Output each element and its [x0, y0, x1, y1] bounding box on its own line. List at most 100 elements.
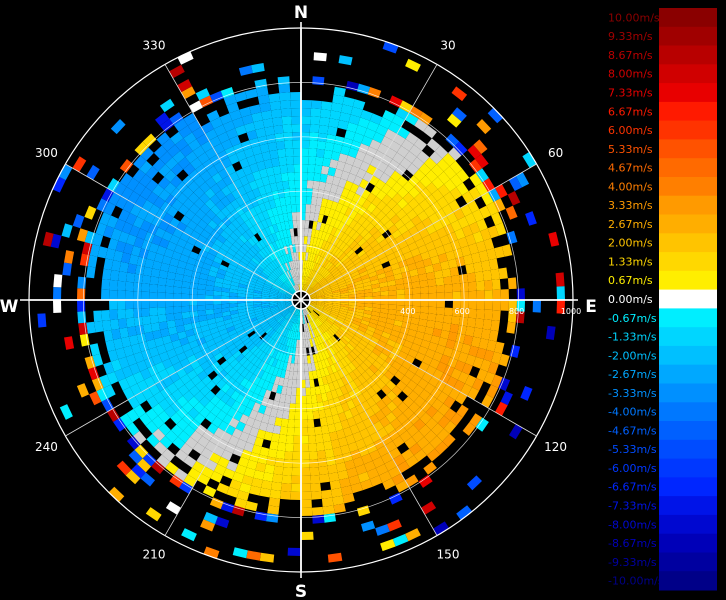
- velocity-cell: [235, 215, 245, 226]
- velocity-cell: [153, 145, 168, 159]
- velocity-cell: [361, 520, 376, 532]
- cardinal-label-north: N: [294, 3, 308, 23]
- velocity-cell: [237, 296, 246, 300]
- velocity-cell: [239, 212, 249, 223]
- velocity-cell: [223, 275, 233, 282]
- velocity-cell: [118, 231, 130, 244]
- velocity-cell: [62, 262, 72, 276]
- velocity-cell: [287, 304, 295, 310]
- velocity-cell: [190, 360, 201, 370]
- velocity-cell: [321, 258, 328, 267]
- velocity-cell: [396, 289, 405, 295]
- velocity-cell: [210, 183, 222, 195]
- velocity-cell: [303, 285, 308, 293]
- velocity-cell: [391, 203, 403, 215]
- legend-label: 4.00m/s: [608, 180, 653, 193]
- velocity-cell: [288, 321, 293, 330]
- velocity-cell: [231, 219, 241, 229]
- velocity-cell: [232, 446, 244, 457]
- velocity-cell: [305, 276, 309, 285]
- velocity-cell: [200, 324, 210, 333]
- velocity-cell: [134, 141, 149, 156]
- legend-label: -2.00m/s: [608, 349, 657, 362]
- velocity-cell: [319, 222, 326, 232]
- velocity-cell: [307, 363, 313, 372]
- velocity-cell: [322, 400, 330, 410]
- velocity-cell: [232, 350, 242, 359]
- velocity-cell: [143, 323, 153, 334]
- velocity-cell: [321, 392, 328, 402]
- velocity-cell: [241, 114, 254, 125]
- velocity-cell: [509, 424, 523, 440]
- velocity-cell: [398, 365, 409, 376]
- velocity-cell: [179, 358, 191, 368]
- velocity-cell: [103, 330, 114, 342]
- velocity-cell: [405, 334, 416, 343]
- velocity-cell: [285, 302, 294, 305]
- velocity-cell: [210, 204, 221, 216]
- velocity-cell: [229, 303, 238, 308]
- velocity-cell: [340, 170, 350, 181]
- velocity-cell: [305, 379, 311, 388]
- velocity-cell: [275, 267, 283, 276]
- velocity-cell: [409, 144, 422, 157]
- velocity-data-layer: [37, 41, 565, 563]
- velocity-cell: [408, 175, 420, 187]
- velocity-cell: [184, 348, 195, 359]
- legend-label: -2.67m/s: [608, 368, 657, 381]
- velocity-cell: [397, 198, 408, 209]
- velocity-cell: [298, 307, 301, 316]
- velocity-cell: [402, 316, 412, 324]
- velocity-cell: [312, 514, 325, 524]
- velocity-cell: [256, 280, 265, 286]
- velocity-cell: [493, 198, 506, 213]
- velocity-cell: [291, 204, 297, 213]
- velocity-cell: [379, 312, 388, 319]
- velocity-cell: [447, 113, 462, 128]
- velocity-cell: [323, 149, 333, 160]
- velocity-cell: [352, 320, 361, 326]
- velocity-cell: [207, 219, 218, 230]
- velocity-cell: [463, 334, 474, 346]
- velocity-cell: [265, 373, 273, 383]
- velocity-cell: [308, 301, 317, 304]
- velocity-cell: [255, 312, 264, 318]
- velocity-cell: [414, 407, 426, 419]
- velocity-cell: [319, 417, 328, 427]
- velocity-cell: [327, 278, 336, 284]
- velocity-cell: [209, 497, 224, 510]
- velocity-cell: [241, 274, 250, 280]
- legend-label: 0.67m/s: [608, 274, 653, 287]
- velocity-cell: [141, 239, 152, 251]
- velocity-cell: [357, 215, 367, 226]
- velocity-cell: [261, 305, 270, 309]
- velocity-cell: [424, 264, 434, 274]
- velocity-cell: [209, 452, 222, 464]
- velocity-cell: [284, 221, 290, 230]
- velocity-cell: [372, 303, 381, 309]
- velocity-cell: [207, 275, 216, 282]
- velocity-cell: [391, 473, 405, 486]
- velocity-cell: [121, 365, 133, 379]
- velocity-cell: [380, 405, 392, 417]
- velocity-cell: [260, 397, 269, 407]
- velocity-cell: [318, 181, 326, 191]
- velocity-cell: [372, 230, 382, 240]
- velocity-cell: [237, 186, 247, 197]
- velocity-cell: [314, 229, 320, 239]
- velocity-cell: [340, 385, 349, 395]
- velocity-cell: [165, 285, 174, 294]
- velocity-cell: [453, 341, 464, 352]
- velocity-cell: [128, 334, 139, 346]
- velocity-cell: [263, 345, 271, 354]
- velocity-cell: [352, 222, 362, 232]
- velocity-cell: [247, 249, 256, 258]
- velocity-cell: [270, 288, 279, 293]
- velocity-cell: [210, 361, 221, 371]
- velocity-cell: [258, 185, 267, 196]
- velocity-cell: [263, 431, 273, 441]
- velocity-cell: [119, 261, 129, 273]
- velocity-cell: [316, 302, 325, 305]
- velocity-cell: [396, 380, 407, 391]
- velocity-cell: [287, 212, 293, 221]
